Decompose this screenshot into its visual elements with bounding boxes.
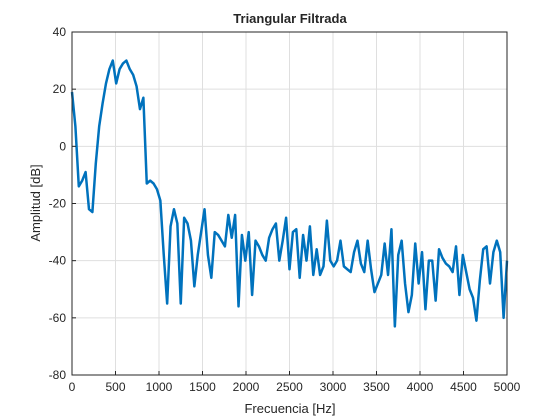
y-tick-label: -20 [49, 197, 67, 211]
x-tick-label: 5000 [494, 380, 521, 394]
y-tick-label: 20 [53, 82, 67, 96]
x-tick-label: 2500 [276, 380, 303, 394]
x-tick-label: 4500 [450, 380, 477, 394]
x-tick-label: 1000 [146, 380, 173, 394]
x-axis-label: Frecuencia [Hz] [244, 401, 335, 416]
y-tick-label: -80 [49, 368, 67, 382]
data-line [70, 59, 509, 328]
y-tick-label: 0 [59, 139, 66, 153]
x-tick-label: 2000 [233, 380, 260, 394]
y-tick-label: -60 [49, 311, 67, 325]
x-tick-label: 500 [105, 380, 125, 394]
chart-title: Triangular Filtrada [233, 11, 347, 26]
x-tick-label: 3500 [363, 380, 390, 394]
x-tick-label: 3000 [320, 380, 347, 394]
x-tick-label: 4000 [407, 380, 434, 394]
y-tick-label: 40 [53, 25, 67, 39]
y-axis-label: Amplitud [dB] [28, 164, 43, 241]
x-tick-label: 0 [69, 380, 76, 394]
x-tick-label: 1500 [189, 380, 216, 394]
y-tick-label: -40 [49, 254, 67, 268]
